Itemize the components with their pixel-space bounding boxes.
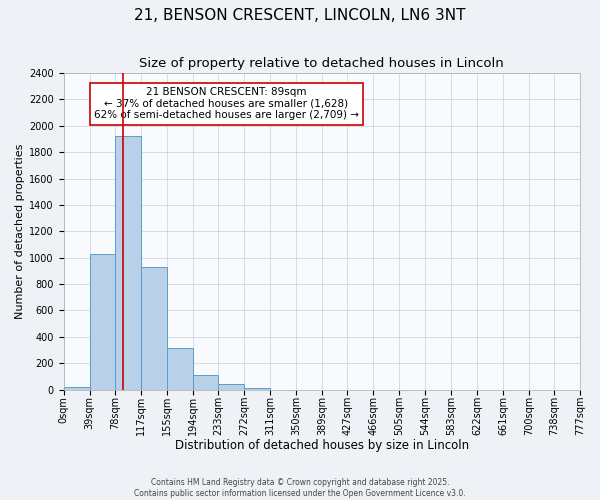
Bar — [89, 254, 115, 390]
Bar — [218, 384, 244, 390]
Text: Contains HM Land Registry data © Crown copyright and database right 2025.
Contai: Contains HM Land Registry data © Crown c… — [134, 478, 466, 498]
Text: 21, BENSON CRESCENT, LINCOLN, LN6 3NT: 21, BENSON CRESCENT, LINCOLN, LN6 3NT — [134, 8, 466, 22]
Bar — [142, 267, 167, 390]
Bar — [193, 375, 218, 390]
Bar — [167, 348, 193, 390]
Y-axis label: Number of detached properties: Number of detached properties — [15, 144, 25, 319]
Title: Size of property relative to detached houses in Lincoln: Size of property relative to detached ho… — [139, 58, 504, 70]
Bar — [64, 387, 89, 390]
Bar — [244, 388, 271, 390]
Text: 21 BENSON CRESCENT: 89sqm
← 37% of detached houses are smaller (1,628)
62% of se: 21 BENSON CRESCENT: 89sqm ← 37% of detac… — [94, 88, 359, 120]
Bar — [115, 136, 142, 390]
X-axis label: Distribution of detached houses by size in Lincoln: Distribution of detached houses by size … — [175, 440, 469, 452]
